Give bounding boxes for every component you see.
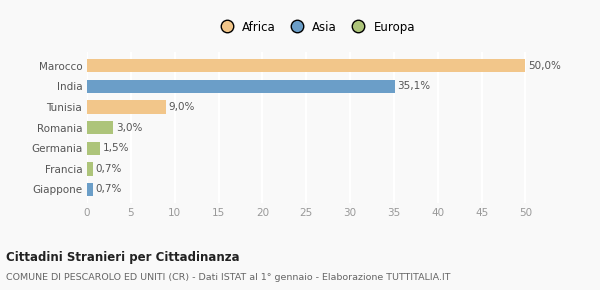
Bar bbox=[87, 59, 526, 72]
Text: COMUNE DI PESCAROLO ED UNITI (CR) - Dati ISTAT al 1° gennaio - Elaborazione TUTT: COMUNE DI PESCAROLO ED UNITI (CR) - Dati… bbox=[6, 273, 451, 282]
Text: 1,5%: 1,5% bbox=[103, 143, 129, 153]
Bar bbox=[87, 162, 93, 175]
Bar bbox=[87, 121, 113, 134]
Bar bbox=[87, 183, 93, 196]
Bar bbox=[87, 100, 166, 114]
Text: 3,0%: 3,0% bbox=[116, 123, 142, 133]
Text: 35,1%: 35,1% bbox=[397, 81, 431, 91]
Text: 9,0%: 9,0% bbox=[169, 102, 195, 112]
Bar bbox=[87, 80, 395, 93]
Text: 0,7%: 0,7% bbox=[96, 164, 122, 174]
Text: 0,7%: 0,7% bbox=[96, 184, 122, 195]
Text: Cittadini Stranieri per Cittadinanza: Cittadini Stranieri per Cittadinanza bbox=[6, 251, 239, 264]
Text: 50,0%: 50,0% bbox=[528, 61, 561, 71]
Legend: Africa, Asia, Europa: Africa, Asia, Europa bbox=[210, 16, 420, 38]
Bar bbox=[87, 142, 100, 155]
